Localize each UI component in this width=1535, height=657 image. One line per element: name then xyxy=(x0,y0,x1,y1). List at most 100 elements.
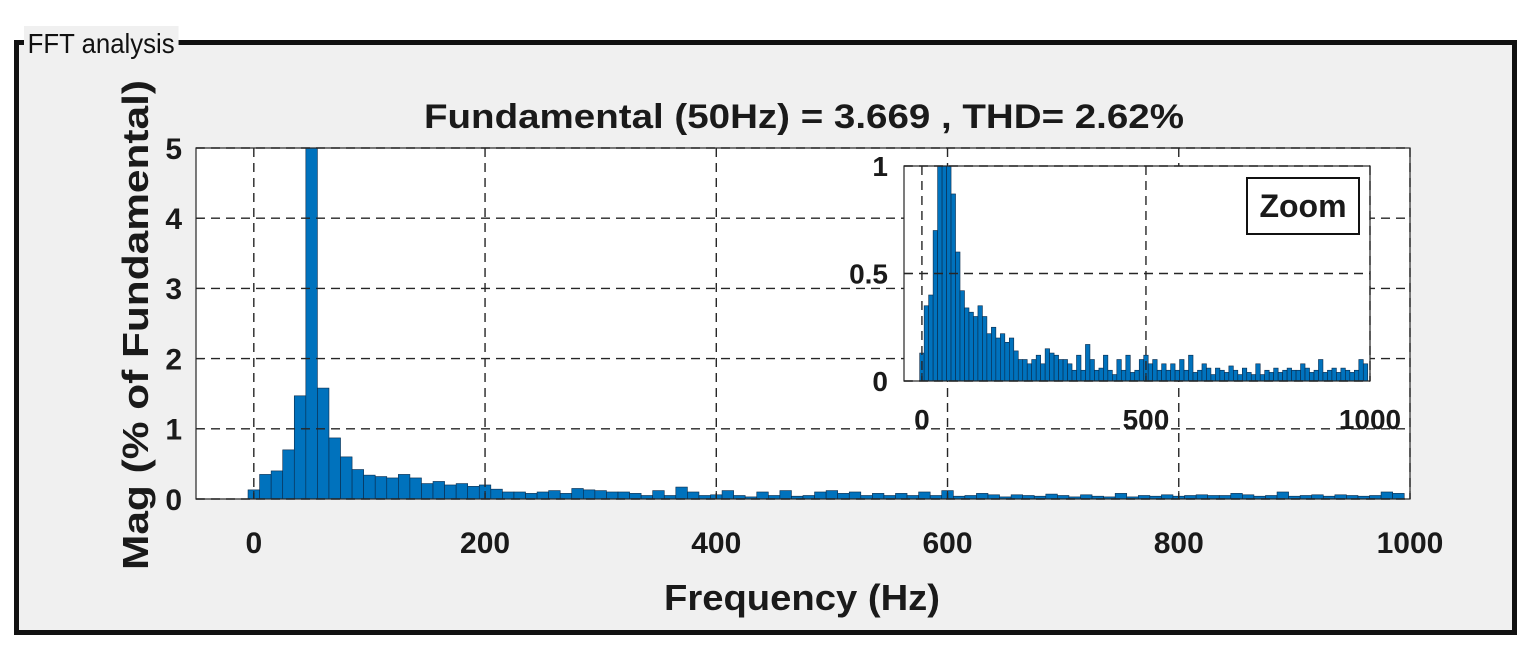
inset-bar xyxy=(1259,374,1266,382)
inset-bar xyxy=(1031,359,1037,382)
main-bar xyxy=(374,476,388,500)
main-x-tick-label: 1000 xyxy=(1377,527,1444,560)
inset-bar xyxy=(1345,369,1351,382)
inset-bar xyxy=(1264,369,1270,382)
inset-bar xyxy=(1322,372,1328,382)
main-bar xyxy=(629,493,642,500)
inset-bar xyxy=(1170,363,1176,382)
inset-bar xyxy=(1076,354,1082,382)
inset-bar xyxy=(959,290,965,382)
inset-bar xyxy=(973,316,979,382)
inset-bar xyxy=(1013,350,1019,382)
inset-bar xyxy=(1085,344,1091,382)
main-bar xyxy=(606,491,619,500)
main-bar xyxy=(282,449,295,500)
main-bar xyxy=(513,491,526,500)
main-bar xyxy=(386,477,399,500)
inset-bar xyxy=(1241,367,1248,382)
inset-bar xyxy=(1354,369,1360,382)
inset-bar xyxy=(1017,359,1024,382)
main-bar xyxy=(490,488,503,500)
main-bar xyxy=(398,474,411,500)
inset-bar xyxy=(1349,372,1355,382)
main-x-tick-label: 600 xyxy=(922,527,972,560)
inset-bar xyxy=(1206,367,1212,382)
inset-bar xyxy=(1286,367,1292,382)
inset-bar xyxy=(1125,354,1131,382)
inset-bar xyxy=(1362,363,1369,382)
zoom-inset-axes: 0 500 1000 0 0.5 1 Zoom xyxy=(849,151,1401,435)
main-x-tick-label: 0 xyxy=(245,527,262,560)
inset-bar xyxy=(923,305,929,382)
inset-bar xyxy=(950,193,956,382)
inset-y-tick-label: 0.5 xyxy=(849,259,888,290)
inset-bar xyxy=(1156,369,1162,382)
inset-x-tick-label: 0 xyxy=(914,404,930,435)
main-bar xyxy=(363,474,376,500)
main-bar xyxy=(536,491,549,500)
zoom-annotation-box xyxy=(1246,177,1360,235)
inset-bar xyxy=(1327,369,1333,382)
inset-x-tick-label: 1000 xyxy=(1339,404,1401,435)
inset-bar xyxy=(1228,365,1234,382)
inset-bar xyxy=(1103,354,1109,382)
inset-bar xyxy=(1165,369,1171,382)
main-axes-frame xyxy=(195,147,1411,500)
inset-bar xyxy=(1080,369,1086,382)
main-bar xyxy=(583,489,596,500)
main-y-tick-label: 4 xyxy=(165,203,182,236)
inset-bar xyxy=(1250,374,1257,382)
main-bar xyxy=(270,470,284,500)
inset-bar xyxy=(1022,359,1028,382)
main-bar xyxy=(1114,493,1128,500)
inset-bar xyxy=(1331,367,1337,382)
inset-bar xyxy=(1053,354,1059,382)
inset-bar xyxy=(1246,372,1252,382)
inset-bar xyxy=(1008,337,1015,382)
y-axis-label: Mag (% of Fundamental) xyxy=(115,80,156,570)
inset-bar xyxy=(1138,359,1145,382)
inset-bar xyxy=(1035,354,1041,382)
inset-bar xyxy=(1237,374,1243,382)
inset-x-tick-label: 500 xyxy=(1123,404,1170,435)
main-bar xyxy=(1230,493,1243,500)
inset-bar xyxy=(1179,359,1185,382)
inset-bar xyxy=(1215,367,1221,382)
inset-bar xyxy=(1192,372,1198,382)
inset-bar xyxy=(1174,369,1180,382)
main-bar xyxy=(502,491,515,500)
main-bar xyxy=(328,437,341,500)
inset-bar xyxy=(1094,369,1100,382)
inset-bar xyxy=(1000,333,1006,382)
inset-bar xyxy=(995,337,1001,382)
inset-bar xyxy=(991,326,997,382)
main-bar xyxy=(293,395,307,500)
main-bar xyxy=(675,486,688,500)
main-bar xyxy=(825,490,838,500)
inset-bar xyxy=(1304,367,1310,382)
main-bar xyxy=(1380,491,1393,500)
inset-bar xyxy=(977,305,983,382)
x-axis-label: Frequency (Hz) xyxy=(664,577,940,618)
inset-bar xyxy=(1318,359,1324,382)
main-y-tick-label: 1 xyxy=(165,414,182,447)
main-bar xyxy=(317,387,330,500)
main-bar xyxy=(976,493,989,500)
inset-bar xyxy=(968,311,974,382)
inset-bar xyxy=(1004,341,1010,382)
main-x-tick-label: 400 xyxy=(691,527,741,560)
main-bar xyxy=(617,491,630,500)
inset-bar xyxy=(982,316,988,382)
main-bar xyxy=(444,484,457,500)
main-x-tick-label: 800 xyxy=(1154,527,1204,560)
inset-bar xyxy=(1300,363,1306,382)
main-bar xyxy=(548,490,561,500)
main-bar xyxy=(918,491,931,500)
main-bar xyxy=(594,490,607,500)
inset-bar xyxy=(1071,369,1077,382)
main-bar xyxy=(571,488,584,500)
inset-bar xyxy=(1219,369,1225,382)
inset-bar xyxy=(1152,359,1158,382)
inset-bar xyxy=(1197,369,1203,382)
